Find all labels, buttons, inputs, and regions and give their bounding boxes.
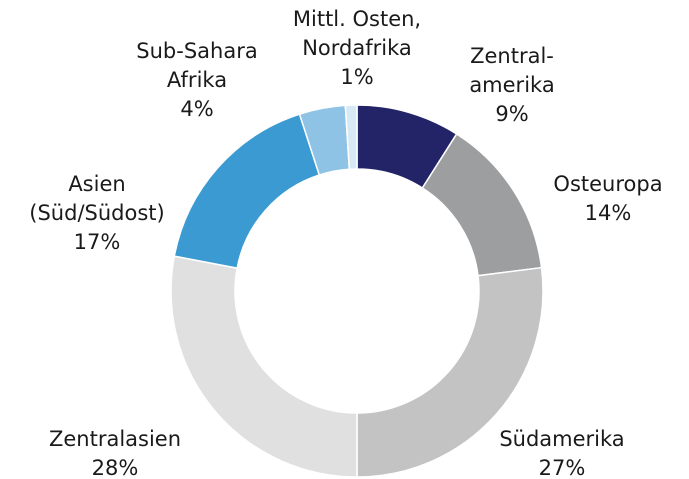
category-label: Zentral-amerika [469,44,554,97]
category-label: Mittl. Osten, Nordafrika [293,7,421,60]
value-label: 28% [92,456,139,479]
value-label: 1% [340,65,373,89]
donut-segment [170,255,358,478]
value-label: 4% [180,97,213,121]
value-label: 17% [74,230,121,254]
donut-segment [344,104,358,171]
category-label: Zentralasien [49,427,181,451]
category-label: Sub-Sahara Afrika [136,39,257,92]
value-label: 14% [585,201,632,225]
category-label: Südamerika [499,427,624,451]
category-label: Asien (Süd/Südost) [29,172,164,225]
category-label: Osteuropa [553,172,662,196]
value-label: 27% [539,456,586,479]
donut-segment [173,113,321,270]
value-label: 9% [495,102,528,126]
donut-segment [356,266,544,478]
